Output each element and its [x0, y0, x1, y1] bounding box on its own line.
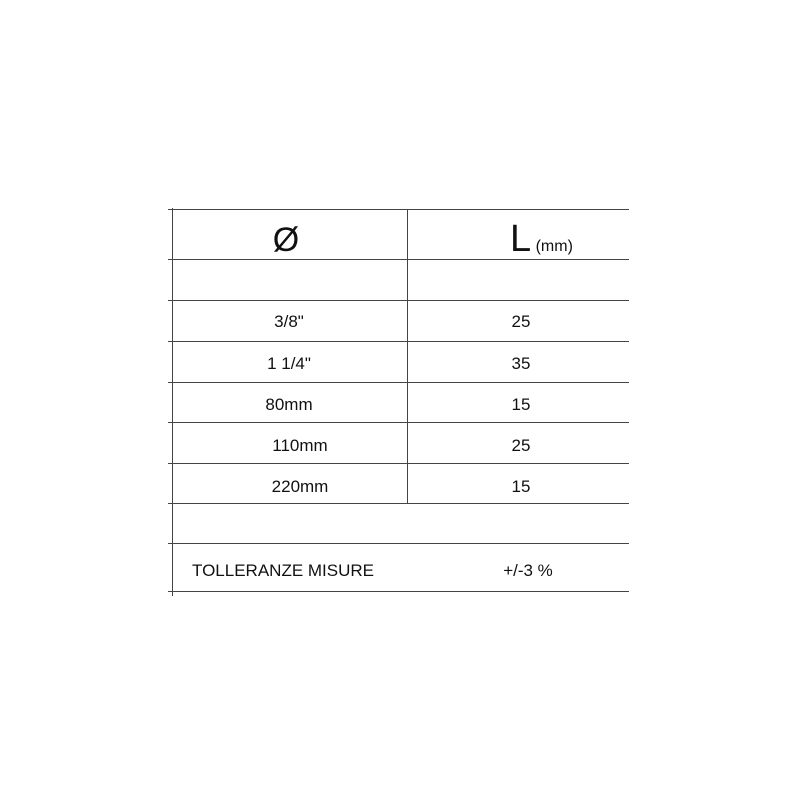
divider [168, 300, 629, 301]
divider [168, 382, 629, 383]
divider [168, 463, 629, 464]
divider [168, 591, 629, 592]
tolerance-label: TOLLERANZE MISURE [192, 561, 375, 580]
table-row-length: 25 [511, 436, 531, 455]
tolerance-value: +/-3 % [503, 561, 553, 580]
divider [168, 503, 629, 504]
divider [168, 341, 629, 342]
divider [168, 543, 629, 544]
length-unit: (mm) [535, 238, 573, 255]
table-row-length: 25 [511, 312, 531, 331]
table-row-diameter: 3/8" [274, 312, 304, 331]
length-header: L (mm) [510, 218, 573, 260]
table-row-length: 35 [511, 354, 531, 373]
table-row-diameter: 1 1/4" [267, 354, 311, 373]
divider [407, 209, 408, 503]
table-row-length: 15 [511, 395, 531, 414]
length-symbol: L [510, 218, 532, 260]
divider [172, 208, 173, 596]
divider [168, 209, 629, 210]
diameter-header: Ø [272, 221, 300, 259]
table-row-diameter: 220mm [271, 477, 329, 496]
table-row-length: 15 [511, 477, 531, 496]
table-row-diameter: 110mm [272, 436, 328, 455]
divider [168, 259, 629, 260]
table-row-diameter: 80mm [265, 395, 313, 414]
divider [168, 422, 629, 423]
